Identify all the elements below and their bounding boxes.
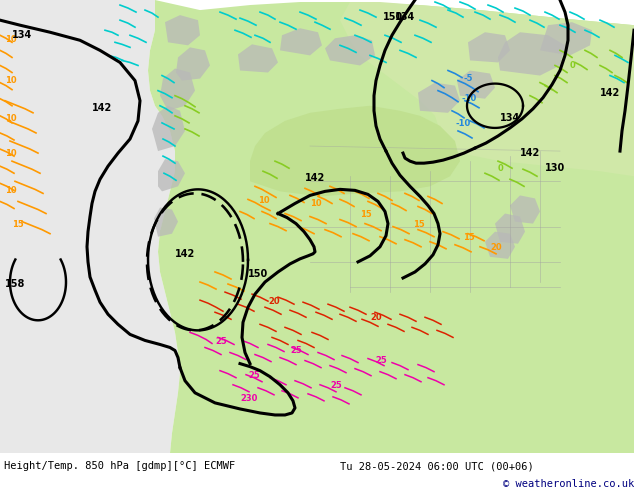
Polygon shape (540, 22, 592, 55)
Text: © weatheronline.co.uk: © weatheronline.co.uk (503, 479, 634, 489)
Polygon shape (495, 214, 525, 244)
Text: -5: -5 (463, 74, 473, 83)
Polygon shape (250, 106, 460, 196)
Polygon shape (165, 15, 200, 46)
Polygon shape (280, 28, 322, 55)
Text: 10: 10 (5, 75, 16, 85)
Polygon shape (510, 196, 540, 223)
Text: 25: 25 (215, 338, 227, 346)
Text: 142: 142 (175, 249, 195, 259)
Polygon shape (148, 0, 634, 453)
Polygon shape (485, 232, 515, 259)
Text: 15: 15 (413, 220, 425, 229)
Text: 130: 130 (545, 163, 566, 173)
Polygon shape (158, 159, 185, 192)
Polygon shape (238, 44, 278, 73)
Text: Height/Temp. 850 hPa [gdmp][°C] ECMWF: Height/Temp. 850 hPa [gdmp][°C] ECMWF (4, 461, 235, 471)
Polygon shape (418, 83, 460, 113)
Polygon shape (176, 48, 210, 80)
Text: 10: 10 (5, 186, 16, 196)
Text: 25: 25 (248, 371, 260, 380)
Polygon shape (0, 0, 180, 453)
Text: 134: 134 (12, 30, 32, 40)
Polygon shape (160, 69, 195, 111)
Text: 10: 10 (310, 199, 321, 208)
Text: Tu 28-05-2024 06:00 UTC (00+06): Tu 28-05-2024 06:00 UTC (00+06) (340, 461, 534, 471)
Text: 25: 25 (330, 381, 342, 390)
Text: 134: 134 (500, 113, 521, 123)
Text: 20: 20 (268, 297, 280, 306)
Text: 20: 20 (490, 243, 501, 252)
Text: -10: -10 (462, 94, 477, 103)
Text: 10: 10 (258, 196, 269, 205)
Text: 15: 15 (360, 210, 372, 219)
Text: 134: 134 (395, 12, 415, 22)
Text: 0: 0 (498, 164, 504, 173)
Polygon shape (325, 35, 375, 66)
Text: 142: 142 (600, 88, 620, 98)
Polygon shape (468, 32, 510, 62)
Text: 142: 142 (92, 103, 112, 113)
Polygon shape (340, 2, 634, 176)
Polygon shape (457, 71, 495, 98)
Text: 10: 10 (5, 149, 16, 158)
Text: 142: 142 (305, 173, 325, 183)
Text: 230: 230 (240, 394, 257, 403)
Polygon shape (152, 106, 185, 151)
Text: -10: -10 (455, 119, 470, 128)
Text: 10: 10 (5, 114, 16, 123)
Text: 25: 25 (375, 356, 387, 365)
Text: 10: 10 (5, 35, 16, 44)
Text: 158: 158 (5, 279, 25, 289)
Polygon shape (154, 207, 178, 237)
Text: 142: 142 (520, 148, 540, 158)
Text: 15: 15 (12, 220, 23, 229)
Polygon shape (498, 32, 565, 75)
Text: 20: 20 (370, 313, 382, 322)
Text: 150: 150 (383, 12, 403, 22)
Text: 15: 15 (463, 233, 475, 242)
Text: 150: 150 (248, 269, 268, 279)
Text: 0: 0 (570, 61, 576, 71)
Text: 25: 25 (290, 345, 302, 355)
